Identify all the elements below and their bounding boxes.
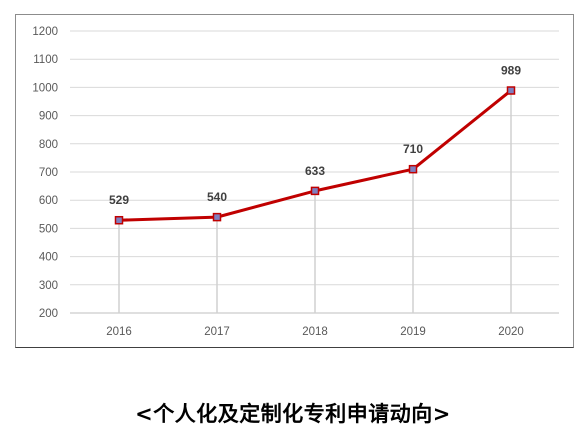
data-label-2019: 710: [403, 142, 423, 156]
y-tick-label-700: 700: [39, 167, 58, 179]
y-tick-label-1200: 1200: [32, 26, 58, 38]
x-tick-label-2018: 2018: [302, 326, 328, 338]
data-label-2017: 540: [207, 190, 227, 204]
data-label-2016: 529: [109, 193, 129, 207]
chart-caption: <个人化及定制化专利申请动向>: [135, 402, 451, 426]
y-tick-label-900: 900: [39, 111, 58, 123]
data-label-2020: 989: [501, 64, 521, 78]
data-point-2017: [212, 212, 222, 222]
y-tick-label-600: 600: [39, 195, 58, 207]
chart-frame: 200 300 400 500 600 700 800 900 1000 1100 1200 201…: [15, 14, 574, 348]
x-tick-label-2016: 2016: [106, 326, 132, 338]
markers: [114, 86, 516, 225]
y-tick-label-1100: 1100: [33, 54, 58, 66]
x-tick-label-2019: 2019: [400, 326, 426, 338]
data-point-2020: [506, 86, 516, 95]
x-tick-label-2017: 2017: [204, 326, 230, 338]
x-axis-ticks: 2016 2017 2018 2019 2020: [106, 326, 524, 338]
line-chart: 200 300 400 500 600 700 800 900 1000 1100 1200 201…: [32, 26, 559, 338]
data-point-2019: [408, 164, 418, 174]
y-tick-label-400: 400: [39, 252, 58, 264]
y-tick-label-1000: 1000: [32, 82, 58, 94]
x-tick-label-2020: 2020: [498, 326, 524, 338]
data-point-2018: [310, 186, 320, 196]
y-tick-label-300: 300: [39, 280, 58, 292]
data-label-2018: 633: [305, 164, 325, 178]
y-tick-label-200: 200: [39, 308, 58, 320]
y-tick-label-500: 500: [39, 223, 58, 235]
data-labels: 529 540 633 710 989: [109, 64, 521, 208]
data-point-2016: [114, 215, 124, 225]
drop-lines: [118, 90, 512, 313]
y-axis-ticks: 200 300 400 500 600 700 800 900 1000 1100 1200: [32, 26, 58, 320]
y-tick-label-800: 800: [39, 139, 58, 151]
